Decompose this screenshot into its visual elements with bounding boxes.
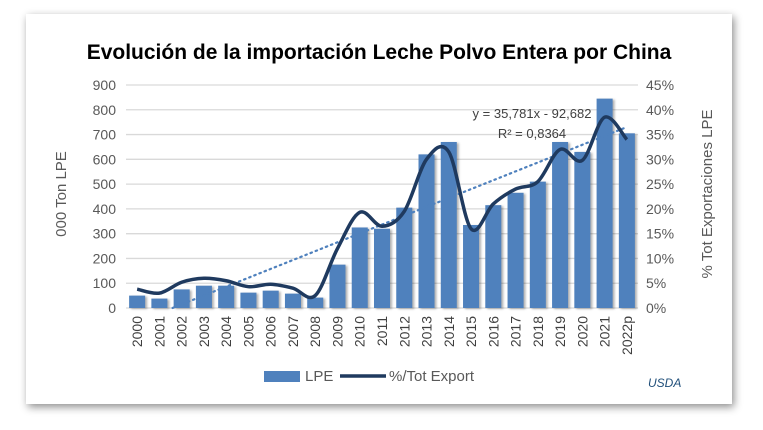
x-tick-label: 2013 xyxy=(419,316,435,347)
trendline-r2: R² = 0,8364 xyxy=(498,126,566,141)
x-tick-label: 2003 xyxy=(196,316,212,347)
chart: 0 100 200 300 400 500 600 700 800 900 0% 5% 10% 15% 20… xyxy=(53,41,716,390)
bar xyxy=(418,154,435,308)
y-tick-label: 800 xyxy=(93,102,117,118)
bar xyxy=(485,205,502,308)
y2-tick-label: 5% xyxy=(646,275,666,291)
y2-tick-label: 35% xyxy=(646,127,674,143)
x-tick-label: 2011 xyxy=(374,316,390,346)
y2-tick-label: 30% xyxy=(646,151,674,167)
bar xyxy=(262,290,279,308)
source-label: USDA xyxy=(648,376,681,390)
bar xyxy=(173,289,190,308)
x-tick-label: 2009 xyxy=(329,316,345,347)
x-tick-label: 2016 xyxy=(485,316,501,347)
x-tick-label: 2017 xyxy=(508,316,524,347)
y2-tick-label: 45% xyxy=(646,77,674,93)
y-tick-label: 300 xyxy=(93,226,117,242)
bar xyxy=(284,293,301,308)
x-tick-label: 2002 xyxy=(174,316,190,347)
y-tick-label: 100 xyxy=(93,275,117,291)
y2-tick-label: 25% xyxy=(646,176,674,192)
bar xyxy=(151,298,168,308)
bar xyxy=(396,207,413,308)
x-tick-label: 2019 xyxy=(552,316,568,347)
x-tick-label: 2007 xyxy=(285,316,301,347)
bar xyxy=(129,295,146,308)
x-tick-label: 2018 xyxy=(530,316,546,347)
x-tick-label: 2006 xyxy=(263,316,279,347)
x-tick-label: 2008 xyxy=(307,316,323,347)
bar xyxy=(507,192,524,308)
legend-lpe-swatch xyxy=(264,371,300,382)
bar xyxy=(552,141,569,308)
y-axis-label: 000 Ton LPE xyxy=(53,151,70,237)
y-tick-label: 500 xyxy=(93,176,117,192)
y2-tick-label: 40% xyxy=(646,102,674,118)
series-line xyxy=(136,115,629,300)
bar xyxy=(463,224,480,308)
bar xyxy=(618,133,635,308)
bar xyxy=(240,292,257,308)
x-tick-label: 2004 xyxy=(218,316,234,347)
x-tick-label: 2021 xyxy=(597,316,613,347)
x-tick-label: 2001 xyxy=(151,316,167,347)
x-tick-label: 2005 xyxy=(240,316,256,347)
bar xyxy=(351,227,368,308)
chart-card: 0 100 200 300 400 500 600 700 800 900 0% 5% 10% 15% 20… xyxy=(26,14,732,404)
bar xyxy=(195,285,212,308)
x-tick-label: 2022p xyxy=(619,316,635,355)
bar xyxy=(596,98,613,308)
x-tick-label: 2010 xyxy=(352,316,368,347)
x-tick-label: 2015 xyxy=(463,316,479,347)
y-tick-label: 700 xyxy=(93,127,117,143)
x-tick-label: 2012 xyxy=(396,316,412,347)
bar xyxy=(440,141,457,308)
y2-tick-label: 10% xyxy=(646,250,674,266)
y-tick-label: 400 xyxy=(93,201,117,217)
y-tick-label: 600 xyxy=(93,151,117,167)
y2-tick-label: 0% xyxy=(646,300,666,316)
trendline-equation: y = 35,781x - 92,682 xyxy=(473,106,592,121)
y-tick-label: 0 xyxy=(108,300,116,316)
y2-tick-label: 20% xyxy=(646,201,674,217)
legend-lpe-label: LPE xyxy=(305,368,333,385)
chart-title: Evolución de la importación Leche Polvo … xyxy=(87,41,672,64)
y-tick-label: 200 xyxy=(93,250,117,266)
bar xyxy=(307,297,324,308)
y2-tick-label: 15% xyxy=(646,226,674,242)
x-tick-label: 2020 xyxy=(574,316,590,347)
legend-line-label: %/Tot Export xyxy=(389,368,475,385)
y-tick-label: 900 xyxy=(93,77,117,93)
x-tick-label: 2014 xyxy=(441,316,457,347)
bar xyxy=(329,264,346,308)
y2-axis-label: % Tot Exportaciones LPE xyxy=(699,110,716,279)
bar xyxy=(529,181,546,308)
bar xyxy=(574,151,591,308)
bar xyxy=(373,228,391,308)
bar xyxy=(218,285,235,308)
x-tick-label: 2000 xyxy=(129,316,145,347)
